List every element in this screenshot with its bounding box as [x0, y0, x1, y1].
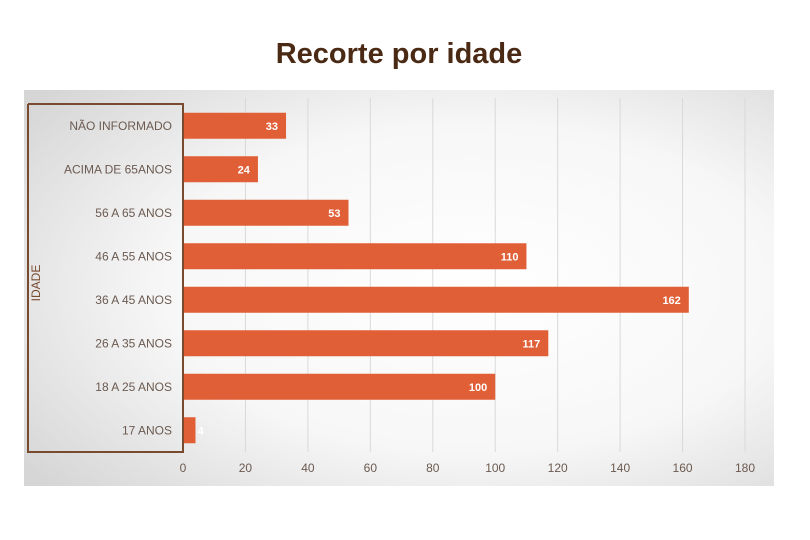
x-tick-label: 140	[610, 461, 630, 475]
labels: 0 20 40 60 80 100 120 140 160 180 NÃO INFORMADO 33 A…	[29, 119, 755, 475]
y-axis-title: IDADE	[29, 265, 43, 302]
bar-value-label: 4	[197, 425, 204, 437]
bar	[183, 286, 689, 313]
y-axis-frame	[27, 103, 184, 453]
chart-title: Recorte por idade	[275, 38, 523, 70]
bar	[183, 373, 496, 400]
x-tick-label: 40	[301, 461, 315, 475]
category-label: 36 A 45 ANOS	[95, 293, 172, 307]
bar-value-label: 24	[238, 164, 251, 176]
bars	[183, 112, 689, 444]
bar	[183, 199, 349, 226]
category-label: 26 A 35 ANOS	[95, 336, 172, 350]
bar-value-label: 33	[266, 121, 278, 133]
category-label: NÃO INFORMADO	[69, 119, 172, 133]
bar-value-label: 117	[523, 338, 541, 350]
axes	[27, 103, 184, 453]
bar-chart: 0 20 40 60 80 100 120 140 160 180 NÃO INFORMADO 33 A…	[24, 90, 774, 486]
bar	[183, 417, 196, 444]
bar	[183, 112, 287, 139]
x-tick-label: 120	[548, 461, 568, 475]
bar-value-label: 53	[328, 208, 340, 220]
bar-value-label: 162	[662, 295, 680, 307]
x-tick-label: 180	[735, 461, 755, 475]
x-tick-label: 60	[364, 461, 378, 475]
category-label: 18 A 25 ANOS	[95, 380, 172, 394]
x-tick-label: 0	[180, 461, 187, 475]
category-label: ACIMA DE 65ANOS	[64, 162, 172, 176]
x-tick-label: 160	[673, 461, 693, 475]
bar	[183, 330, 549, 357]
bar-value-label: 110	[501, 251, 519, 263]
bar	[183, 156, 258, 183]
x-tick-label: 100	[485, 461, 505, 475]
category-label: 46 A 55 ANOS	[95, 249, 172, 263]
bar-value-label: 100	[469, 382, 487, 394]
bar	[183, 243, 527, 270]
x-tick-label: 20	[239, 461, 253, 475]
category-label: 56 A 65 ANOS	[95, 206, 172, 220]
chart-panel: 0 20 40 60 80 100 120 140 160 180 NÃO INFORMADO 33 A…	[24, 90, 774, 486]
x-tick-label: 80	[426, 461, 440, 475]
category-label: 17 ANOS	[122, 423, 172, 437]
